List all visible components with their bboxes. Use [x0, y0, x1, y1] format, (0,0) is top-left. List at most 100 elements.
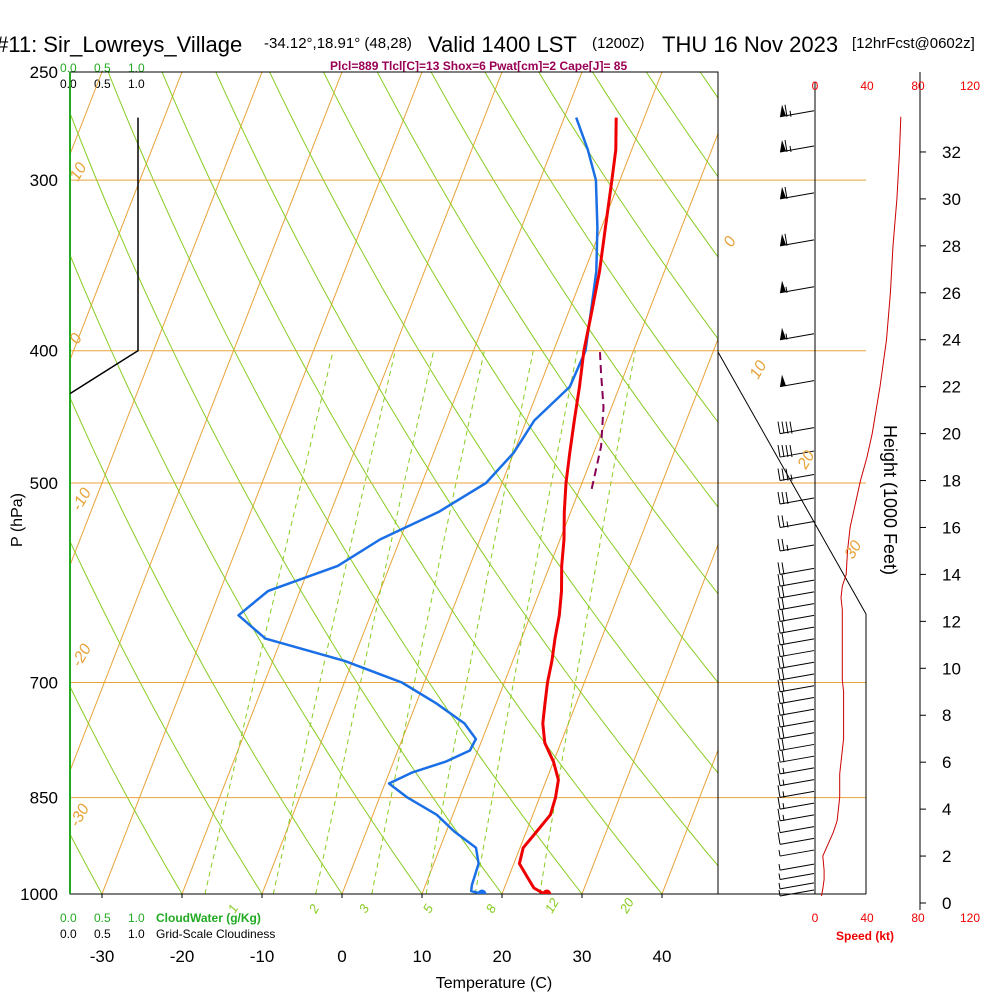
barb-full	[777, 773, 781, 786]
wind-barb	[777, 562, 815, 575]
barb-half	[778, 849, 781, 857]
barb-full	[781, 444, 785, 458]
height-tick-18: 18	[942, 472, 961, 491]
dry-adiabat	[107, 72, 583, 894]
height-tick-2: 2	[942, 847, 951, 866]
barb-staff	[779, 873, 815, 881]
speed-tick-top-2: 80	[911, 79, 925, 93]
mixing-ratio-label: 8	[483, 901, 500, 915]
forecast-run: [12hrFcst@0602z]	[852, 35, 975, 52]
wind-barb	[777, 632, 815, 646]
barb-full	[781, 574, 785, 587]
isotherm-line	[581, 543, 718, 894]
wind-barb	[777, 761, 815, 775]
barb-full	[777, 808, 781, 821]
barb-staff	[779, 849, 815, 857]
wind-barbs	[777, 104, 815, 897]
height-tick-20: 20	[942, 425, 961, 444]
isotherm-label: 10	[747, 358, 771, 382]
wind-barb	[777, 726, 815, 740]
barb-full	[777, 515, 781, 528]
wind-barb	[777, 585, 815, 599]
station-title: #11: Sir_Lowreys_Village	[0, 32, 242, 57]
barb-staff	[779, 732, 815, 740]
wind-barb	[779, 186, 815, 200]
wind-barb	[777, 750, 815, 763]
station-coords: -34.12°,18.91° (48,28)	[264, 35, 412, 52]
wind-barb	[777, 621, 815, 634]
barb-full	[777, 562, 781, 575]
dry-adiabat	[70, 111, 503, 894]
barb-full	[777, 621, 781, 634]
height-tick-8: 8	[942, 706, 951, 725]
barb-full	[781, 515, 785, 528]
wind-barb	[777, 667, 815, 681]
wind-barb	[777, 773, 815, 787]
barb-half	[786, 521, 789, 528]
wind-barb	[779, 139, 815, 153]
barb-full	[777, 585, 781, 598]
barb-staff	[779, 450, 815, 458]
barb-full	[781, 621, 785, 634]
height-tick-30: 30	[942, 190, 961, 209]
dry-adiabat	[323, 72, 718, 684]
temp-tick-0: 0	[337, 947, 346, 966]
barb-flag	[780, 104, 786, 117]
pressure-tick-250: 250	[30, 63, 58, 82]
barb-half	[782, 791, 785, 798]
mixing-ratio-line	[539, 350, 636, 894]
barb-full	[781, 491, 785, 505]
barb-staff	[779, 697, 815, 704]
barb-full	[784, 233, 788, 246]
wind-barb	[777, 597, 815, 611]
barb-staff	[779, 591, 815, 599]
barb-staff	[779, 661, 815, 669]
stability-indices: Plcl=889 Tlcl[C]=13 Shox=6 Pwat[cm]=2 Ca…	[330, 59, 627, 73]
temp-tick-20: 20	[493, 947, 512, 966]
barb-full	[777, 632, 781, 645]
wind-barb	[777, 538, 815, 552]
wind-barb	[777, 808, 815, 822]
wind-barb	[777, 468, 815, 482]
isotherm-line	[0, 72, 22, 894]
barb-half	[789, 145, 792, 153]
dry-adiabat	[161, 72, 663, 894]
mixing-ratio-label: 12	[542, 895, 563, 916]
wind-barb	[778, 873, 815, 881]
temp-tick-10: 10	[413, 947, 432, 966]
wind-barb	[779, 327, 815, 341]
clb-tick-1: 0.5	[94, 927, 111, 941]
height-tick-22: 22	[942, 378, 961, 397]
barb-half	[782, 767, 785, 774]
valid-time: Valid 1400 LST	[428, 32, 577, 57]
barb-half	[782, 803, 785, 810]
barb-half	[785, 286, 788, 293]
height-tick-4: 4	[942, 800, 951, 819]
isobar-lines	[70, 179, 866, 799]
wind-barb	[777, 703, 815, 716]
barb-full	[777, 491, 781, 505]
temp-tick-40: 40	[653, 947, 672, 966]
dewpoint-line	[237, 117, 599, 894]
cloudiness-label: Grid-Scale Cloudiness	[156, 927, 275, 941]
barb-staff	[779, 650, 815, 658]
cloudiness-scale-top: 0.0 0.5 1.0	[60, 77, 145, 91]
wind-barb	[778, 882, 815, 890]
barb-half	[789, 110, 792, 117]
barb-flag	[780, 186, 786, 199]
barb-flag	[780, 139, 786, 152]
wind-barb	[779, 280, 815, 294]
cwb-tick-1: 0.5	[94, 911, 111, 925]
barb-flag	[780, 280, 786, 293]
barb-half	[778, 882, 781, 890]
wind-barb	[779, 374, 815, 388]
speed-axis-label: Speed (kt)	[836, 929, 894, 943]
barb-staff	[779, 567, 815, 575]
wind-barb	[777, 820, 815, 834]
dry-adiabat	[484, 72, 718, 423]
cwb-tick-2: 1.0	[128, 911, 145, 925]
wind-barb	[777, 785, 815, 798]
barb-full	[781, 656, 785, 669]
barb-full	[784, 186, 788, 199]
mixing-ratio-line	[371, 350, 485, 894]
